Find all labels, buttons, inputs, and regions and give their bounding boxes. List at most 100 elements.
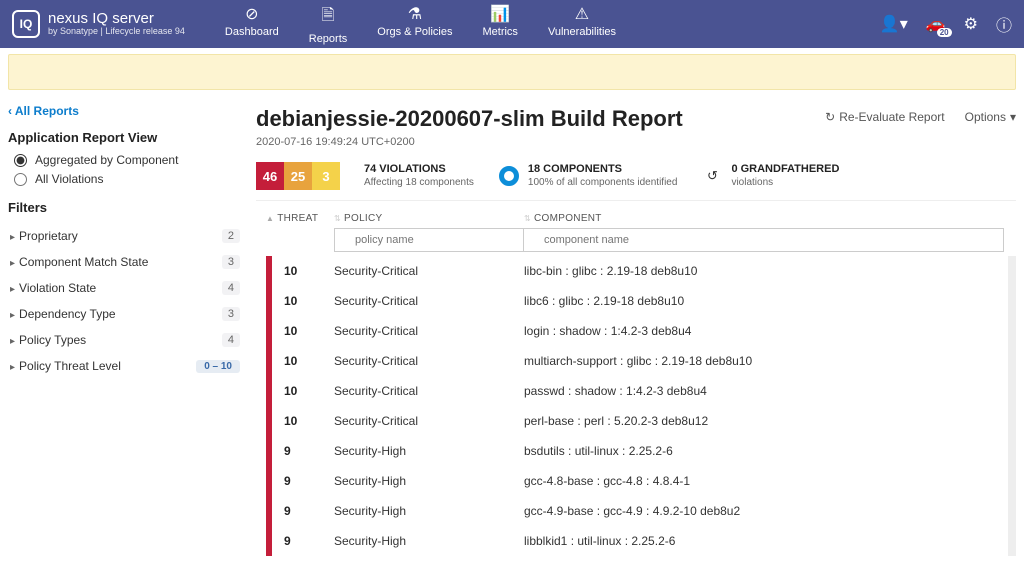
filters-title: Filters bbox=[8, 200, 242, 215]
help-icon[interactable]: ⓘ bbox=[996, 12, 1012, 36]
table-row[interactable]: 9Security-Highbsdutils : util-linux : 2.… bbox=[256, 436, 1008, 466]
threat-value: 10 bbox=[284, 414, 334, 428]
policy-cell: Security-High bbox=[334, 504, 524, 518]
nav-icon: 🗎 bbox=[322, 4, 335, 31]
caret-icon: ▸ bbox=[10, 232, 15, 243]
filter-count: 4 bbox=[222, 281, 240, 295]
table-row[interactable]: 10Security-Criticalmultiarch-support : g… bbox=[256, 346, 1008, 376]
component-cell: libc-bin : glibc : 2.19-18 deb8u10 bbox=[524, 264, 1008, 278]
policy-cell: Security-Critical bbox=[334, 264, 524, 278]
threat-bar bbox=[266, 346, 272, 376]
policy-cell: Security-Critical bbox=[334, 294, 524, 308]
threat-value: 10 bbox=[284, 354, 334, 368]
history-icon: ↺ bbox=[701, 165, 723, 187]
severity-box: 46 bbox=[256, 162, 284, 190]
brand: IQ nexus IQ server by Sonatype | Lifecyc… bbox=[12, 10, 185, 38]
nav-label: Orgs & Policies bbox=[377, 26, 452, 38]
nav-label: Vulnerabilities bbox=[548, 26, 616, 38]
filter-row[interactable]: ▸Policy Types4 bbox=[8, 327, 242, 353]
main: debianjessie-20200607-slim Build Report … bbox=[256, 96, 1016, 568]
nav-dashboard[interactable]: ⊘ Dashboard bbox=[225, 4, 279, 45]
options-menu[interactable]: Options ▾ bbox=[965, 110, 1016, 124]
policy-cell: Security-Critical bbox=[334, 354, 524, 368]
nav-label: Metrics bbox=[482, 26, 517, 38]
table-row[interactable]: 10Security-Criticallibc6 : glibc : 2.19-… bbox=[256, 286, 1008, 316]
radio-input[interactable] bbox=[14, 154, 27, 167]
threat-bar bbox=[266, 526, 272, 556]
table-row[interactable]: 10Security-Criticalpasswd : shadow : 1:4… bbox=[256, 376, 1008, 406]
filter-row[interactable]: ▸Proprietary2 bbox=[8, 223, 242, 249]
threat-bar bbox=[266, 436, 272, 466]
filter-count: 3 bbox=[222, 255, 240, 269]
nav-label: Dashboard bbox=[225, 26, 279, 38]
nav-vulnerabilities[interactable]: ⚠ Vulnerabilities bbox=[548, 4, 616, 45]
radio-input[interactable] bbox=[14, 173, 27, 186]
caret-icon: ▸ bbox=[10, 336, 15, 347]
threat-value: 10 bbox=[284, 384, 334, 398]
view-option[interactable]: Aggregated by Component bbox=[14, 153, 242, 167]
component-filter-input[interactable] bbox=[524, 228, 1004, 252]
brand-subtitle: by Sonatype | Lifecycle release 94 bbox=[48, 27, 185, 37]
filter-row[interactable]: ▸Component Match State3 bbox=[8, 249, 242, 275]
brand-title: nexus IQ server bbox=[48, 11, 185, 28]
re-evaluate-button[interactable]: ↻ Re-Evaluate Report bbox=[825, 110, 944, 124]
nav-icon: ⚗ bbox=[408, 4, 422, 24]
filter-range: 0 – 10 bbox=[196, 360, 240, 373]
nav-icon: ⚠ bbox=[575, 4, 589, 24]
policy-cell: Security-High bbox=[334, 474, 524, 488]
vehicle-icon[interactable]: 🚗20 bbox=[926, 14, 946, 34]
brand-logo: IQ bbox=[12, 10, 40, 38]
nav-reports[interactable]: 🗎 Reports bbox=[309, 4, 348, 45]
caret-icon: ▸ bbox=[10, 310, 15, 321]
view-title: Application Report View bbox=[8, 130, 242, 145]
threat-bar bbox=[266, 376, 272, 406]
filter-count: 4 bbox=[222, 333, 240, 347]
threat-bar bbox=[266, 286, 272, 316]
threat-bar bbox=[266, 256, 272, 286]
component-cell: libc6 : glibc : 2.19-18 deb8u10 bbox=[524, 294, 1008, 308]
component-cell: perl-base : perl : 5.20.2-3 deb8u12 bbox=[524, 414, 1008, 428]
threat-value: 9 bbox=[284, 474, 334, 488]
table-row[interactable]: 9Security-Highlibblkid1 : util-linux : 2… bbox=[256, 526, 1008, 556]
table-row[interactable]: 10Security-Criticallogin : shadow : 1:4.… bbox=[256, 316, 1008, 346]
threat-value: 9 bbox=[284, 444, 334, 458]
table-row[interactable]: 10Security-Criticalperl-base : perl : 5.… bbox=[256, 406, 1008, 436]
threat-bar bbox=[266, 496, 272, 526]
nav-metrics[interactable]: 📊 Metrics bbox=[482, 4, 517, 45]
table-row[interactable]: 9Security-Highgcc-4.8-base : gcc-4.8 : 4… bbox=[256, 466, 1008, 496]
nav-orgs-policies[interactable]: ⚗ Orgs & Policies bbox=[377, 4, 452, 45]
policy-cell: Security-Critical bbox=[334, 384, 524, 398]
threat-value: 9 bbox=[284, 534, 334, 548]
severity-boxes: 46253 bbox=[256, 162, 340, 190]
component-cell: bsdutils : util-linux : 2.25.2-6 bbox=[524, 444, 1008, 458]
component-cell: multiarch-support : glibc : 2.19-18 deb8… bbox=[524, 354, 1008, 368]
policy-cell: Security-Critical bbox=[334, 414, 524, 428]
table-row[interactable]: 10Security-Criticallibc-bin : glibc : 2.… bbox=[256, 256, 1008, 286]
back-link[interactable]: ‹ All Reports bbox=[8, 104, 79, 118]
threat-value: 9 bbox=[284, 504, 334, 518]
nav-icon: 📊 bbox=[490, 4, 510, 24]
component-cell: passwd : shadow : 1:4.2-3 deb8u4 bbox=[524, 384, 1008, 398]
radio-label: All Violations bbox=[35, 172, 103, 186]
gear-icon[interactable]: ⚙ bbox=[964, 14, 978, 34]
nav-icon: ⊘ bbox=[245, 4, 258, 24]
policy-filter-input[interactable] bbox=[334, 228, 524, 252]
table-row[interactable]: 9Security-Highgcc-4.9-base : gcc-4.9 : 4… bbox=[256, 496, 1008, 526]
threat-value: 10 bbox=[284, 324, 334, 338]
filter-row[interactable]: ▸Violation State4 bbox=[8, 275, 242, 301]
caret-icon: ▸ bbox=[10, 362, 15, 373]
filter-row[interactable]: ▸Dependency Type3 bbox=[8, 301, 242, 327]
filter-row[interactable]: ▸Policy Threat Level0 – 10 bbox=[8, 353, 242, 379]
caret-icon: ▸ bbox=[10, 284, 15, 295]
filter-count: 3 bbox=[222, 307, 240, 321]
component-cell: libblkid1 : util-linux : 2.25.2-6 bbox=[524, 534, 1008, 548]
violations-table: ▲THREAT ⇅POLICY ⇅COMPONENT ▼ ▼ 10Securit… bbox=[256, 207, 1016, 556]
user-menu[interactable]: 👤▾ bbox=[880, 14, 908, 34]
stat-violations: 74 VIOLATIONS Affecting 18 components bbox=[364, 163, 474, 188]
view-option[interactable]: All Violations bbox=[14, 172, 242, 186]
threat-value: 10 bbox=[284, 264, 334, 278]
summary-bar: 46253 74 VIOLATIONS Affecting 18 compone… bbox=[256, 148, 1016, 201]
badge: 20 bbox=[937, 28, 952, 37]
nav-label: Reports bbox=[309, 33, 348, 45]
report-title: debianjessie-20200607-slim Build Report bbox=[256, 106, 683, 132]
